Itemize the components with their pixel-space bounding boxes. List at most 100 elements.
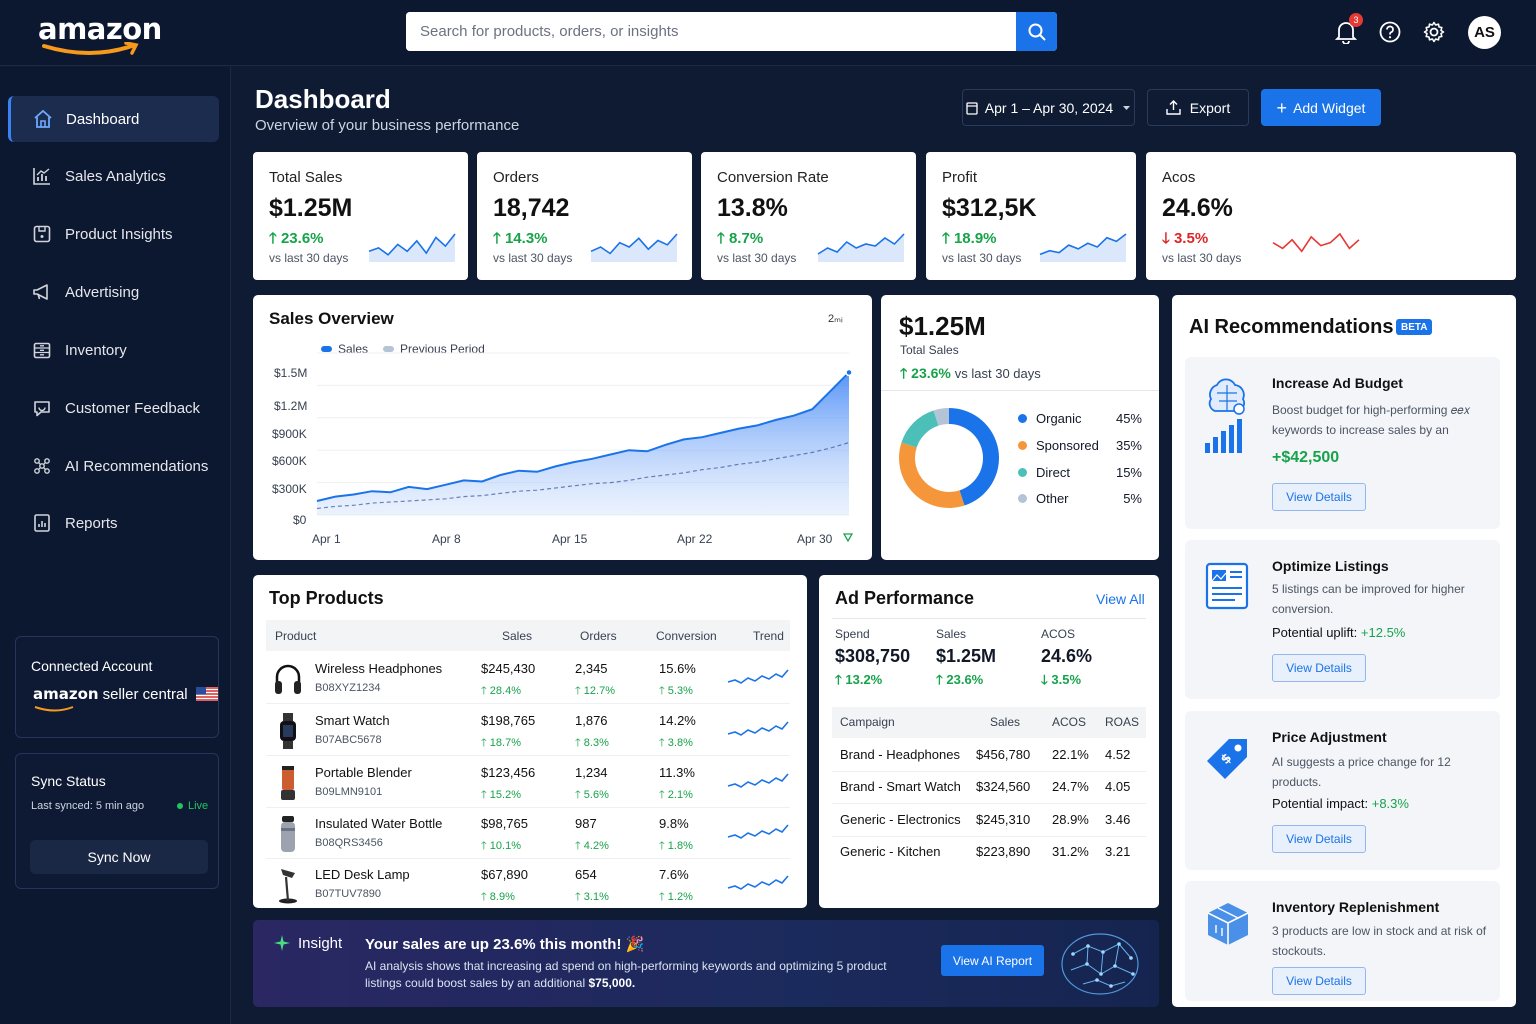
us-flag-icon xyxy=(195,687,218,701)
kpi-card-profit[interactable]: Profit $312,5K 🡑 18.9% vs last 30 days xyxy=(926,152,1136,280)
lamp-icon xyxy=(279,869,297,904)
logo-smile-icon xyxy=(42,42,139,55)
sidebar-item-customer-feedback[interactable]: Customer Feedback xyxy=(8,385,219,431)
traffic-donut-chart[interactable] xyxy=(897,406,1001,510)
legend-dot xyxy=(1018,468,1027,477)
table-row[interactable]: LED Desk Lamp B07TUV7890 $67,890 🡑 8.9% 654 🡑… xyxy=(253,861,807,911)
campaign-table-header xyxy=(832,707,1146,738)
product-sales: $67,890 xyxy=(481,867,528,882)
rec-card-optimize-listings[interactable]: Optimize Listings 5 listings can be impr… xyxy=(1185,540,1500,699)
sales-area-chart[interactable] xyxy=(311,339,871,519)
view-details-button[interactable]: View Details xyxy=(1272,654,1366,682)
help-button[interactable] xyxy=(1377,19,1403,45)
column-header-sales[interactable]: Sales xyxy=(502,629,533,643)
sidebar-item-inventory[interactable]: Inventory xyxy=(8,327,219,373)
arrow-up-icon: 🡑 xyxy=(659,789,668,801)
search-icon xyxy=(1028,23,1046,41)
amazon-logo[interactable]: amazon xyxy=(38,12,162,56)
arrow-up-icon: 🡑 xyxy=(659,840,668,852)
trend-line xyxy=(727,773,789,788)
ad-stat-change: 🡓 3.5% xyxy=(1041,671,1081,693)
sidebar-item-dashboard[interactable]: Dashboard xyxy=(8,96,219,142)
kpi-change-value: 8.7% xyxy=(728,230,764,247)
column-header-product[interactable]: Product xyxy=(275,629,317,643)
table-row[interactable]: Portable Blender B09LMN9101 $123,456 🡑 15.2… xyxy=(253,759,807,809)
sidebar-item-reports[interactable]: Reports xyxy=(8,500,219,546)
table-row[interactable]: Wireless Headphones B08XYZ1234 $245,430 🡑 2… xyxy=(253,655,807,705)
trend-line xyxy=(727,824,789,839)
donut-slice-sponsored[interactable] xyxy=(899,442,965,508)
view-ai-report-button[interactable]: View AI Report xyxy=(941,945,1044,976)
sidebar-item-sales-analytics[interactable]: Sales Analytics xyxy=(8,153,219,199)
donut-slice-organic[interactable] xyxy=(949,408,999,506)
column-header-conversion[interactable]: Conversion xyxy=(656,629,717,643)
notifications-button[interactable]: 3 xyxy=(1333,13,1363,45)
view-details-button[interactable]: View Details xyxy=(1272,483,1366,511)
view-details-button[interactable]: View Details xyxy=(1272,967,1366,995)
campaign-roas: 4.05 xyxy=(1105,779,1131,794)
campaign-row[interactable]: Generic - Kitchen $223,890 31.2% 3.21 xyxy=(819,841,1159,871)
kpi-card-orders[interactable]: Orders 18,742 🡑 14.3% vs last 30 days xyxy=(477,152,692,280)
column-header-campaign[interactable]: Campaign xyxy=(840,715,895,729)
ai-icon xyxy=(34,458,50,474)
arrow-up-icon: 🡑 xyxy=(575,840,584,852)
sync-now-button[interactable]: Sync Now xyxy=(30,840,208,874)
rec-card-price-adjustment[interactable]: $ Price Adjustment AI suggests a price c… xyxy=(1185,711,1500,870)
search-button[interactable] xyxy=(1016,12,1057,51)
column-header-sales[interactable]: Sales xyxy=(990,715,1021,729)
column-header-roas[interactable]: ROAS xyxy=(1105,715,1140,729)
sidebar-item-advertising[interactable]: Advertising xyxy=(8,269,219,315)
sidebar-item-product-insights[interactable]: Product Insights xyxy=(8,211,219,257)
help-icon xyxy=(1379,21,1401,43)
connected-account-title: Connected Account xyxy=(31,658,153,674)
product-trend-sparkline xyxy=(727,773,789,788)
top-bar: amazon 3 AS xyxy=(0,0,1536,66)
settings-button[interactable] xyxy=(1421,19,1447,45)
donut-slice-other[interactable] xyxy=(933,408,949,426)
sales-last-point[interactable] xyxy=(845,368,853,377)
sidebar-item-label: Product Insights xyxy=(65,225,173,243)
export-button[interactable]: Export xyxy=(1147,89,1249,126)
user-avatar[interactable]: AS xyxy=(1468,16,1501,49)
column-header-acos[interactable]: ACOS xyxy=(1052,715,1087,729)
table-row[interactable]: Insulated Water Bottle B08QRS3456 $98,765 🡑… xyxy=(253,810,807,860)
sparkle-icon xyxy=(274,935,290,951)
product-sku: B09LMN9101 xyxy=(315,786,383,798)
table-row[interactable]: Smart Watch B07ABC5678 $198,765 🡑 18.7% 1,87… xyxy=(253,707,807,757)
kpi-card-acos[interactable]: Acos 24.6% 🡓 3.5% vs last 30 days xyxy=(1146,152,1516,280)
search-input[interactable] xyxy=(406,12,1006,51)
view-all-link[interactable]: View All xyxy=(1096,591,1145,607)
column-header-orders[interactable]: Orders xyxy=(580,629,617,643)
kpi-value: 24.6% xyxy=(1162,194,1233,222)
campaign-row[interactable]: Brand - Headphones $456,780 22.1% 4.52 xyxy=(819,744,1159,774)
view-details-button[interactable]: View Details xyxy=(1272,825,1366,853)
product-conversion-change-value: 2.1% xyxy=(667,789,693,801)
campaign-sales: $324,560 xyxy=(976,779,1031,794)
date-range-picker[interactable]: Apr 1 – Apr 30, 2024 xyxy=(962,89,1135,126)
rec-card-inventory-replenishment[interactable]: Inventory Replenishment 3 products are l… xyxy=(1185,881,1500,1001)
product-name: Wireless Headphones xyxy=(315,661,443,676)
product-conversion: 11.3% xyxy=(659,765,695,780)
campaign-row[interactable]: Generic - Electronics $245,310 28.9% 3.46 xyxy=(819,809,1159,839)
y-tick-label: $300K xyxy=(272,482,307,496)
kpi-sparkline xyxy=(590,233,678,262)
x-tick-label: Apr 22 xyxy=(677,532,713,546)
export-label: Export xyxy=(1189,99,1231,116)
ad-stat-label: ACOS xyxy=(1041,627,1076,641)
kpi-card-conversion-rate[interactable]: Conversion Rate 13.8% 🡑 8.7% vs last 30 … xyxy=(701,152,916,280)
product-orders-change: 🡑 4.2% xyxy=(575,837,609,856)
campaign-row[interactable]: Brand - Smart Watch $324,560 24.7% 4.05 xyxy=(819,776,1159,806)
insight-banner: Insight Your sales are up 23.6% this mon… xyxy=(253,920,1159,1007)
arrow-up-icon: 🡑 xyxy=(481,737,490,749)
legend-name: Organic xyxy=(1036,411,1082,426)
sidebar: Dashboard Sales Analytics Product Insigh… xyxy=(0,67,231,1024)
add-widget-button[interactable]: + Add Widget xyxy=(1261,89,1381,126)
kpi-card-total-sales[interactable]: Total Sales $1.25M 🡑 23.6% vs last 30 da… xyxy=(253,152,468,280)
sidebar-item-label: Sales Analytics xyxy=(65,167,166,185)
rec-card-increase-ad-budget[interactable]: Increase Ad Budget Boost budget for high… xyxy=(1185,357,1500,529)
table-header xyxy=(266,620,790,651)
chart-filter-icon[interactable] xyxy=(843,533,853,543)
sidebar-item-ai-recommendations[interactable]: AI Recommendations xyxy=(8,443,219,489)
donut-slice-direct[interactable] xyxy=(901,410,939,448)
chart-menu-icon[interactable]: 2ₘᵢ xyxy=(828,313,843,325)
